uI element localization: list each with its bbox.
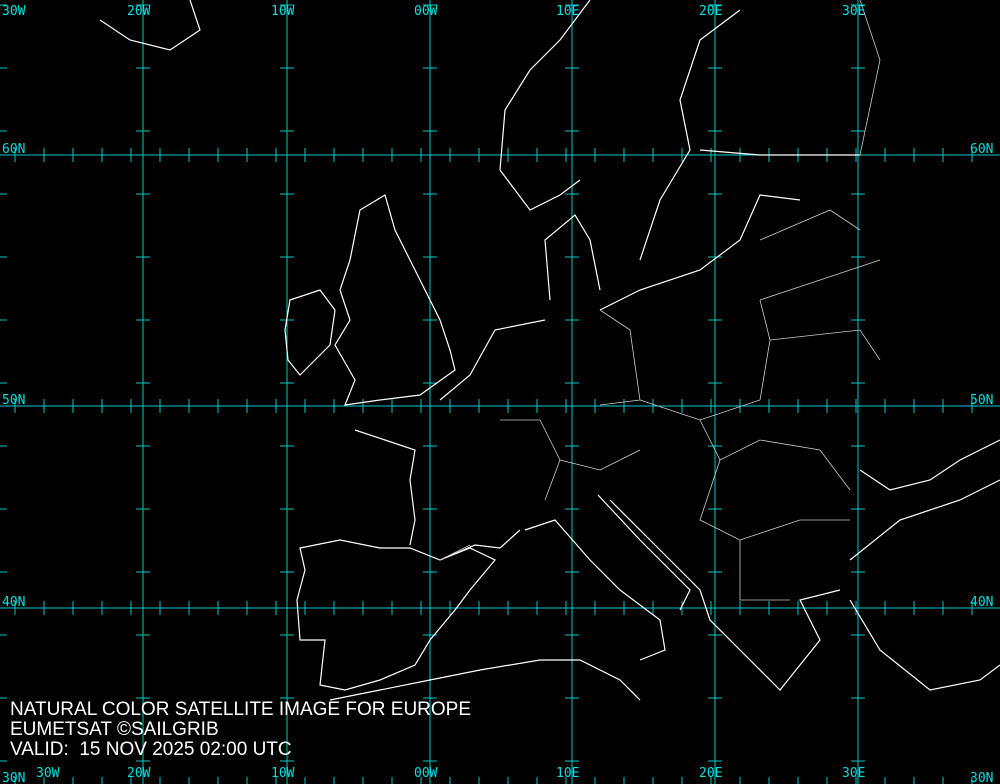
lon-label-top: 00W: [414, 4, 438, 19]
lon-label-bottom: 10E: [556, 766, 580, 781]
coast-britain: [334, 194, 456, 406]
coast-france: [354, 429, 521, 561]
coast-denmark: [544, 214, 601, 301]
coast-ireland: [284, 289, 336, 376]
coast-turkey: [849, 479, 1000, 691]
coast-balkans: [609, 499, 841, 691]
lon-label-top: 10E: [556, 4, 580, 19]
lat-label-left: 40N: [2, 595, 26, 610]
coast-iceland: [99, 0, 201, 51]
lat-label-left: 50N: [2, 393, 26, 408]
lat-label-right: 30N: [970, 771, 994, 784]
caption-credit: EUMETSAT ©SAILGRIB: [10, 719, 219, 740]
lat-label-right: 60N: [970, 142, 994, 157]
coast-iberia: [296, 539, 496, 691]
lon-label-bottom: 30W: [36, 766, 60, 781]
lat-label-left: 30N: [2, 771, 26, 784]
lat-label-left: 60N: [2, 142, 26, 157]
lon-label-bottom: 10W: [271, 766, 295, 781]
coast-north-africa: [329, 659, 641, 701]
coast-lowlands: [439, 319, 546, 401]
country-borders: [439, 0, 881, 601]
lon-label-bottom: 20E: [699, 766, 723, 781]
caption: NATURAL COLOR SATELLITE IMAGE FOR EUROPE…: [10, 700, 471, 760]
lon-label-top: 20E: [699, 4, 723, 19]
caption-valid-time: VALID: 15 NOV 2025 02:00 UTC: [10, 739, 292, 760]
lon-label-top: 10W: [271, 4, 295, 19]
lon-label-bottom: 30E: [842, 766, 866, 781]
lon-label-bottom: 00W: [414, 766, 438, 781]
coastlines: [99, 0, 1000, 701]
lon-label-top: 30E: [842, 4, 866, 19]
lat-label-right: 40N: [970, 595, 994, 610]
coast-norway: [499, 0, 591, 211]
caption-title: NATURAL COLOR SATELLITE IMAGE FOR EUROPE: [10, 699, 472, 720]
lat-label-right: 50N: [970, 393, 994, 408]
lon-label-top: 30W: [2, 4, 26, 19]
lon-label-bottom: 20W: [127, 766, 151, 781]
lon-label-top: 20W: [127, 4, 151, 19]
coast-italy: [524, 494, 691, 661]
coast-sweden-finland: [639, 9, 860, 261]
coast-black-sea: [859, 439, 1000, 491]
coast-baltic: [599, 194, 801, 311]
